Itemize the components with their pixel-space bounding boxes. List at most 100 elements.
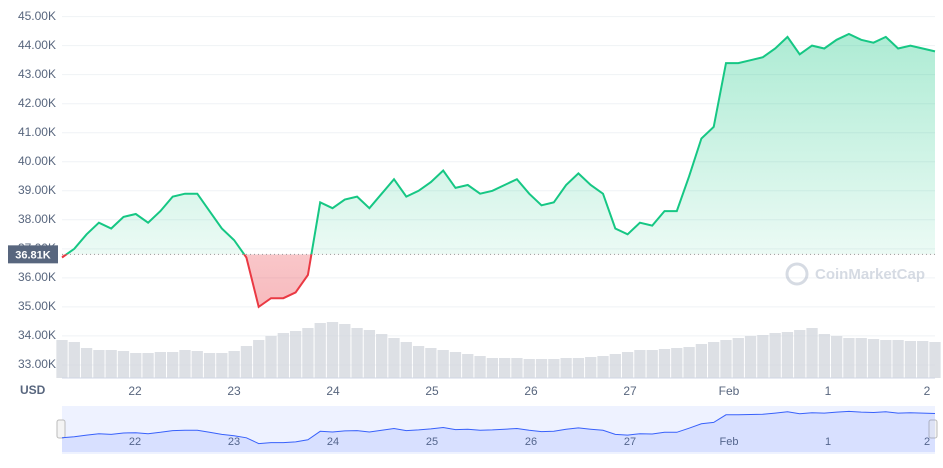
volume-bar: [474, 356, 486, 378]
x-tick-label: 1: [825, 384, 832, 398]
volume-bar: [289, 331, 302, 378]
volume-bar: [486, 358, 498, 378]
y-tick-label: 34.00K: [18, 328, 56, 342]
volume-bar: [499, 358, 511, 378]
x-tick-label: 23: [227, 384, 241, 398]
volume-bar: [523, 359, 535, 378]
volume-bar: [560, 358, 572, 378]
volume-bar: [929, 342, 941, 378]
volume-bar: [572, 358, 585, 378]
volume-bar: [597, 356, 609, 378]
volume-bar: [744, 336, 757, 378]
volume-bar: [253, 340, 265, 378]
navigator-tick-label: 22: [129, 436, 141, 448]
volume-bar: [277, 333, 289, 378]
currency-label: USD: [20, 383, 46, 397]
volume-bar: [855, 338, 867, 378]
volume-bar: [892, 340, 904, 378]
volume-bar: [351, 328, 363, 378]
volume-bar: [511, 358, 523, 378]
volume-bar: [818, 334, 830, 378]
volume-bar: [843, 338, 855, 378]
volume-bar: [117, 351, 130, 378]
volume-bar: [105, 350, 117, 378]
volume-bar: [535, 359, 548, 378]
y-tick-label: 45.00K: [18, 9, 56, 23]
baseline-label: 36.81K: [15, 249, 51, 261]
navigator-tick-label: 25: [426, 436, 438, 448]
volume-bar: [695, 344, 708, 378]
y-tick-label: 44.00K: [18, 38, 56, 52]
y-tick-label: 41.00K: [18, 125, 56, 139]
volume-bar: [658, 349, 671, 378]
volume-bar: [794, 330, 806, 378]
volume-bar: [167, 352, 179, 378]
navigator-tick-label: 24: [327, 436, 339, 448]
volume-bar: [179, 350, 191, 378]
navigator-handle[interactable]: [56, 419, 66, 439]
volume-bar: [388, 338, 400, 378]
area-below: [62, 254, 935, 307]
volume-bar: [80, 348, 93, 378]
navigator-handle[interactable]: [928, 419, 938, 439]
navigator-tick-label: 27: [624, 436, 636, 448]
volume-bar: [683, 347, 695, 378]
volume-bar: [191, 351, 203, 378]
volume-bar: [339, 324, 351, 378]
volume-bar: [68, 342, 80, 378]
volume-bar: [154, 352, 167, 378]
volume-bar: [757, 335, 769, 378]
volume-bar: [216, 353, 228, 378]
volume-bar: [769, 333, 781, 378]
navigator-tick-label: 26: [525, 436, 537, 448]
volume-bar: [671, 348, 683, 378]
x-tick-label: 24: [326, 384, 340, 398]
watermark-logo: [785, 262, 809, 286]
price-line-above: [64, 32, 936, 255]
navigator-tick-label: 2: [924, 436, 930, 448]
volume-bar: [265, 336, 277, 378]
baseline-label-bg: [8, 245, 58, 264]
volume-bar: [400, 342, 412, 378]
volume-bar: [412, 346, 425, 378]
volume-bar: [425, 348, 437, 378]
volume-bar: [621, 352, 634, 378]
volume-bar: [130, 353, 142, 378]
volume-bar: [462, 354, 474, 378]
volume-bar: [830, 336, 843, 378]
navigator-area: [62, 411, 935, 452]
volume-bar: [708, 342, 720, 378]
volume-bar: [363, 330, 376, 378]
volume-bar: [732, 338, 744, 378]
y-tick-label: 36.00K: [18, 270, 56, 284]
volume-bar: [93, 350, 105, 378]
volume-bar: [56, 340, 68, 378]
y-tick-label: 33.00K: [18, 357, 56, 371]
x-tick-label: 2: [924, 384, 931, 398]
navigator-line: [61, 410, 936, 445]
navigator-tick-label: 23: [228, 436, 240, 448]
volume-bar: [142, 353, 154, 378]
volume-bar: [904, 341, 917, 378]
x-tick-label: 22: [128, 384, 142, 398]
volume-bar: [376, 334, 388, 378]
volume-bar: [548, 359, 560, 378]
volume-bar: [437, 350, 449, 378]
y-tick-label: 39.00K: [18, 183, 56, 197]
volume-bar: [609, 354, 621, 378]
volume-bar: [326, 322, 339, 378]
volume-bar: [302, 328, 314, 378]
navigator-tick-label: Feb: [720, 436, 739, 448]
volume-bar: [314, 323, 326, 378]
y-tick-label: 43.00K: [18, 67, 56, 81]
x-tick-label: 27: [623, 384, 637, 398]
volume-bar: [880, 340, 892, 378]
area-above: [66, 34, 935, 255]
volume-bar: [917, 341, 929, 378]
x-tick-label: 25: [425, 384, 439, 398]
volume-bar: [228, 351, 240, 378]
volume-bar: [585, 357, 597, 378]
x-tick-label: 26: [524, 384, 538, 398]
